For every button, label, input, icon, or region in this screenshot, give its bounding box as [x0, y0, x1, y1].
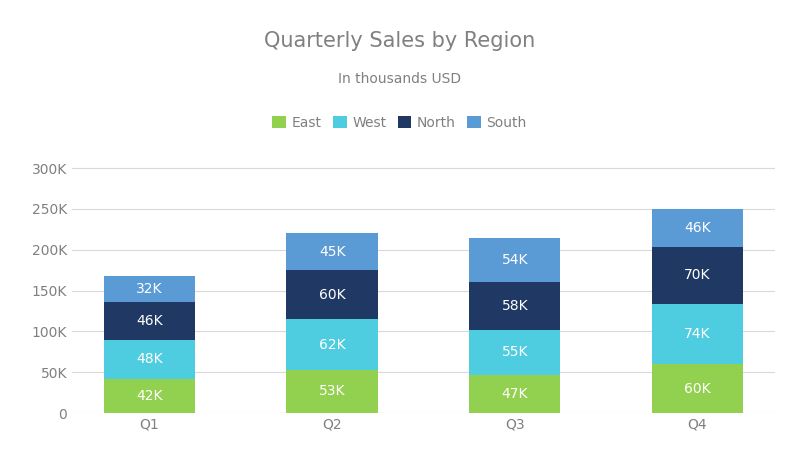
Text: In thousands USD: In thousands USD [338, 72, 461, 86]
Text: 45K: 45K [319, 245, 345, 259]
Text: 74K: 74K [684, 327, 710, 341]
Bar [104, 276, 195, 302]
Bar [469, 238, 560, 282]
Legend: East, West, North, South: East, West, North, South [267, 110, 532, 135]
Bar [287, 233, 378, 270]
Text: 54K: 54K [502, 253, 528, 268]
Bar [104, 379, 195, 413]
Bar [652, 209, 743, 247]
Text: 46K: 46K [684, 221, 711, 235]
Text: 55K: 55K [502, 345, 528, 359]
Bar [469, 282, 560, 330]
Text: 70K: 70K [684, 268, 710, 282]
Text: Quarterly Sales by Region: Quarterly Sales by Region [264, 31, 535, 52]
Text: 47K: 47K [502, 387, 528, 401]
Text: 60K: 60K [684, 382, 711, 396]
Text: 46K: 46K [136, 314, 163, 328]
Text: 42K: 42K [137, 389, 163, 403]
Text: 53K: 53K [319, 384, 345, 398]
Bar [652, 304, 743, 364]
Text: 62K: 62K [319, 338, 345, 352]
Text: 48K: 48K [136, 352, 163, 366]
Bar [652, 364, 743, 413]
Bar [104, 302, 195, 339]
Bar [469, 330, 560, 375]
Text: 32K: 32K [137, 282, 163, 296]
Bar [104, 339, 195, 379]
Text: 60K: 60K [319, 288, 345, 302]
Bar [287, 370, 378, 413]
Bar [652, 247, 743, 304]
Bar [469, 375, 560, 413]
Bar [287, 319, 378, 370]
Text: 58K: 58K [502, 299, 528, 313]
Bar [287, 270, 378, 319]
